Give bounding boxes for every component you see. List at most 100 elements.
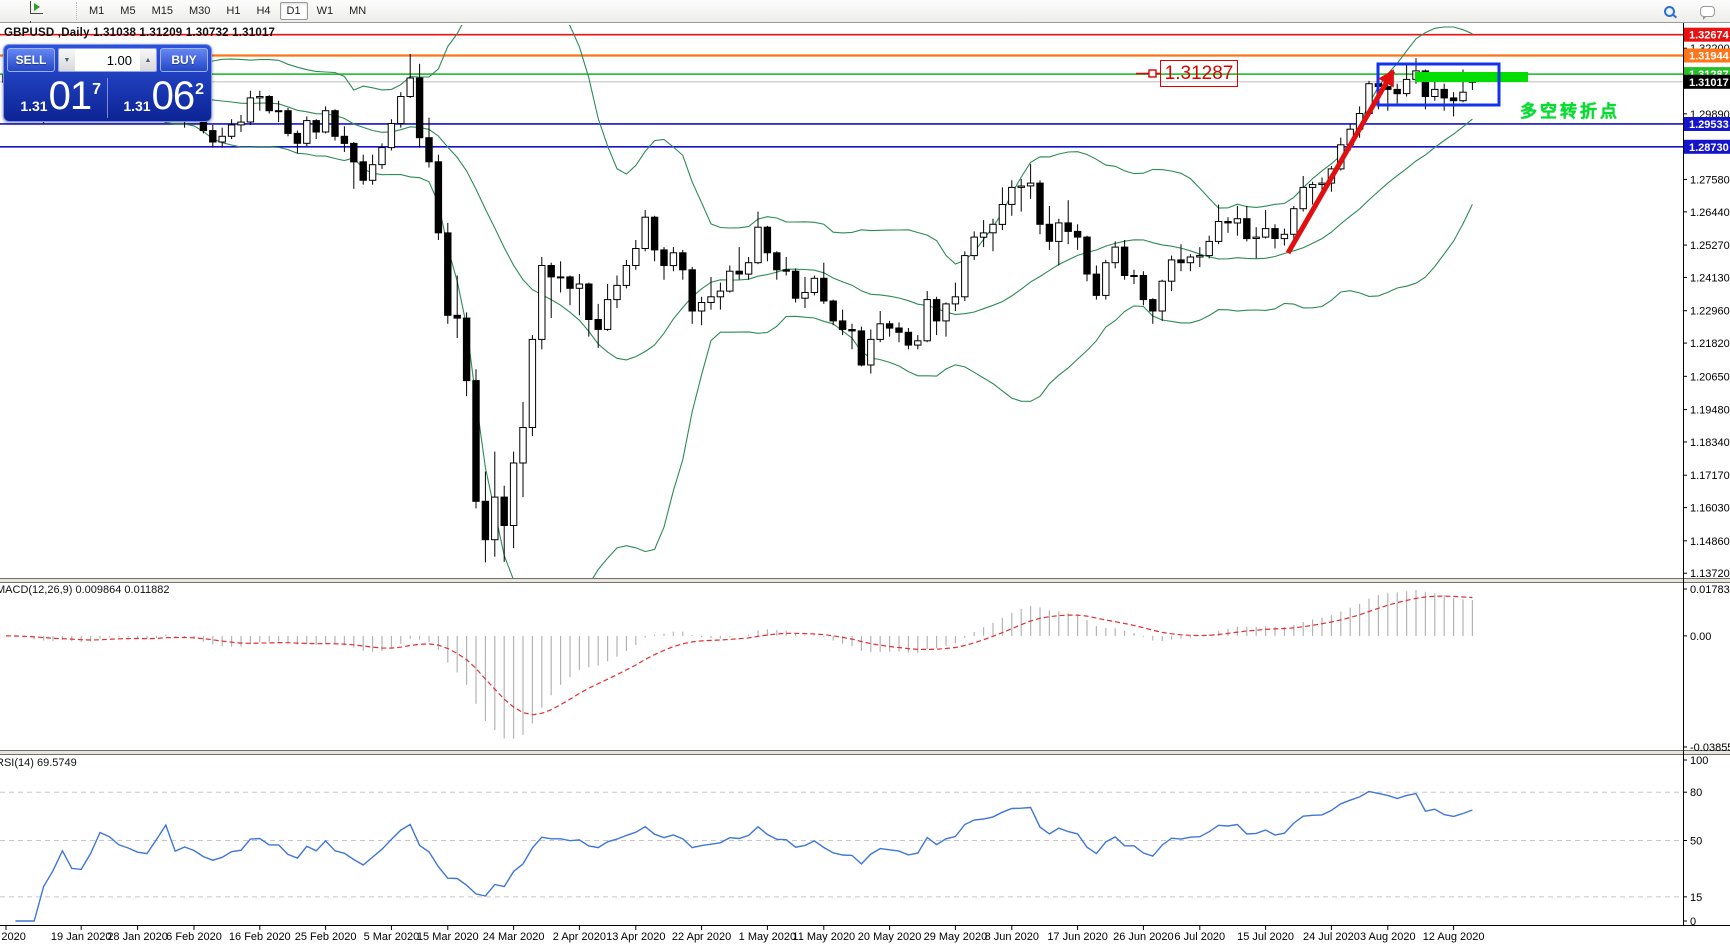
price-badge: 1.31944 <box>1684 48 1730 63</box>
buy-button[interactable]: BUY <box>160 48 208 72</box>
svg-text:0.00: 0.00 <box>1690 631 1711 643</box>
search-icon <box>1663 5 1675 17</box>
price-badge: 1.29533 <box>1684 117 1730 131</box>
chinese-annotation-text[interactable]: 多空转折点 <box>1520 102 1620 121</box>
auto-scroll-icon <box>29 0 43 14</box>
svg-text:1.22960: 1.22960 <box>1690 306 1730 318</box>
svg-text:6 Jul 2020: 6 Jul 2020 <box>1174 931 1225 943</box>
svg-text:19 Jan 2020: 19 Jan 2020 <box>51 931 112 943</box>
sell-price-big: 01 <box>48 74 92 118</box>
svg-text:1.28730: 1.28730 <box>1689 142 1729 154</box>
timeframe-m30[interactable]: M30 <box>188 5 211 17</box>
svg-text:28 Jan 2020: 28 Jan 2020 <box>107 931 168 943</box>
svg-text:1.32674: 1.32674 <box>1689 30 1730 42</box>
macd-signal-line <box>5 595 1473 716</box>
macd-indicator-label: MACD(12,26,9) 0.009864 0.011882 <box>0 584 170 596</box>
price-divider <box>107 78 108 118</box>
svg-text:50: 50 <box>1690 836 1702 848</box>
volume-stepper: ▼ ▲ <box>58 48 157 72</box>
timeframe-m5[interactable]: M5 <box>120 5 136 17</box>
price-badge: 1.32674 <box>1684 27 1730 42</box>
svg-text:80: 80 <box>1690 787 1702 799</box>
svg-text:1.21820: 1.21820 <box>1690 338 1730 350</box>
svg-text:1.17170: 1.17170 <box>1690 470 1730 482</box>
buy-price-prefix: 1.31 <box>123 98 151 114</box>
svg-text:1.14860: 1.14860 <box>1690 536 1730 548</box>
svg-text:1.29533: 1.29533 <box>1689 119 1729 131</box>
svg-text:25 Feb 2020: 25 Feb 2020 <box>295 931 357 943</box>
timeframe-toolbar: M1 M5 M15 M30 H1 H4 D1 W1 MN <box>76 2 374 20</box>
green-highlight-bar[interactable] <box>1415 72 1528 82</box>
rsi-line <box>15 790 1473 922</box>
svg-text:1.31017: 1.31017 <box>1689 77 1729 89</box>
svg-text:15 Mar 2020: 15 Mar 2020 <box>417 931 479 943</box>
svg-text:1.26440: 1.26440 <box>1690 207 1730 219</box>
volume-increase-button[interactable]: ▲ <box>140 49 156 71</box>
svg-text:6 Feb 2020: 6 Feb 2020 <box>166 931 222 943</box>
svg-text:3 Aug 2020: 3 Aug 2020 <box>1360 931 1416 943</box>
svg-text:20 May 2020: 20 May 2020 <box>858 931 922 943</box>
search-button[interactable] <box>1657 1 1681 21</box>
svg-text:1.16030: 1.16030 <box>1690 503 1730 515</box>
chart-canvas[interactable]: 1.322001.298901.275801.264401.252701.241… <box>0 23 1730 950</box>
sell-price-prefix: 1.31 <box>20 98 48 114</box>
sell-price-sup: 7 <box>92 81 101 98</box>
svg-text:26 Jun 2020: 26 Jun 2020 <box>1113 931 1174 943</box>
callout-anchor-square <box>1148 69 1157 78</box>
pane-splitter[interactable] <box>0 578 1730 583</box>
svg-text:17 Jun 2020: 17 Jun 2020 <box>1047 931 1108 943</box>
blue-consolidation-box[interactable] <box>1376 62 1501 107</box>
candlesticks <box>2 49 1477 563</box>
timeframe-h4[interactable]: H4 <box>256 5 271 17</box>
svg-text:15 Jul 2020: 15 Jul 2020 <box>1237 931 1294 943</box>
price-annotation-label[interactable]: 1.31287 <box>1160 60 1238 87</box>
svg-text:11 May 2020: 11 May 2020 <box>792 931 855 943</box>
timeframe-d1[interactable]: D1 <box>279 2 308 20</box>
svg-text:16 Feb 2020: 16 Feb 2020 <box>229 931 291 943</box>
svg-text:1 May 2020: 1 May 2020 <box>739 931 796 943</box>
svg-text:1.24130: 1.24130 <box>1690 272 1730 284</box>
svg-text:29 May 2020: 29 May 2020 <box>924 931 988 943</box>
buy-price-big: 06 <box>151 74 195 118</box>
timeframe-m15[interactable]: M15 <box>151 5 173 17</box>
buy-price-sup: 2 <box>195 81 204 98</box>
svg-text:100: 100 <box>1690 755 1708 767</box>
svg-text:24 Mar 2020: 24 Mar 2020 <box>483 931 545 943</box>
macd-histogram <box>5 590 1474 739</box>
volume-decrease-button[interactable]: ▼ <box>59 49 75 71</box>
svg-text:1.19480: 1.19480 <box>1690 405 1730 417</box>
buy-price[interactable]: 1.31 06 2 <box>110 76 208 118</box>
symbol-ohlc-header: GBPUSD ,Daily 1.31038 1.31209 1.30732 1.… <box>4 27 276 39</box>
svg-text:1.25270: 1.25270 <box>1690 240 1730 252</box>
svg-text:1.20650: 1.20650 <box>1690 371 1730 383</box>
timeframe-mn[interactable]: MN <box>349 5 367 17</box>
svg-text:24 Jul 2020: 24 Jul 2020 <box>1303 931 1360 943</box>
auto-scroll-button[interactable] <box>1 0 71 17</box>
price-badge: 1.31017 <box>1684 74 1730 89</box>
svg-text:1.31944: 1.31944 <box>1689 51 1730 63</box>
pane-splitter[interactable] <box>0 750 1730 755</box>
timeframe-m1[interactable]: M1 <box>89 5 105 17</box>
toolbar-right <box>1656 1 1730 21</box>
svg-text:15: 15 <box>1690 892 1702 904</box>
chart-window[interactable]: 1.322001.298901.275801.264401.252701.241… <box>0 23 1730 950</box>
svg-text:1.27580: 1.27580 <box>1690 174 1730 186</box>
svg-text:an 2020: an 2020 <box>0 931 26 943</box>
timeframe-h1[interactable]: H1 <box>226 5 241 17</box>
svg-text:13 Apr 2020: 13 Apr 2020 <box>606 931 665 943</box>
svg-text:0.017833: 0.017833 <box>1690 584 1730 596</box>
one-click-trading-panel: SELL ▼ ▲ BUY 1.31 01 7 1.31 06 2 <box>3 44 212 122</box>
red-trend-arrow[interactable] <box>1285 69 1396 255</box>
svg-text:12 Aug 2020: 12 Aug 2020 <box>1423 931 1485 943</box>
svg-text:1.18340: 1.18340 <box>1690 437 1730 449</box>
sell-price[interactable]: 1.31 01 7 <box>7 76 105 118</box>
sell-button[interactable]: SELL <box>7 48 55 72</box>
timeframe-w1[interactable]: W1 <box>316 5 334 17</box>
chat-icon <box>1699 5 1715 20</box>
price-badge: 1.28730 <box>1684 139 1730 154</box>
chat-button[interactable] <box>1695 1 1719 21</box>
svg-text:0: 0 <box>1690 916 1696 928</box>
volume-input[interactable] <box>75 49 140 71</box>
svg-text:5 Mar 2020: 5 Mar 2020 <box>364 931 420 943</box>
